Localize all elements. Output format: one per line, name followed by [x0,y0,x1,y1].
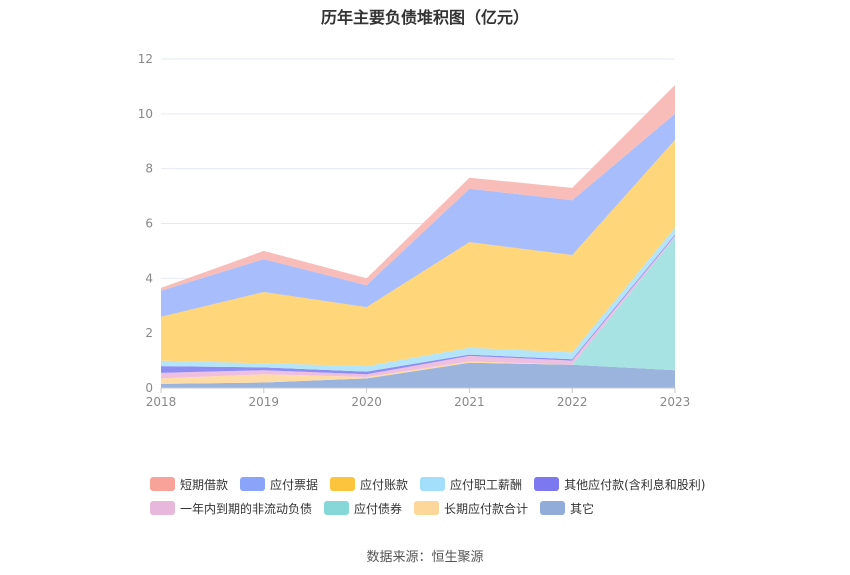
y-tick-label: 10 [138,107,153,121]
area-series-1 [161,361,675,384]
legend-swatch [324,501,350,515]
legend-swatch [420,477,446,491]
legend-item[interactable]: 短期借款 [150,476,228,493]
axes: 0 2 4 6 8 10 12 2018 2019 2020 2021 2022 2023 [138,52,691,409]
legend-swatch [150,477,175,491]
legend-label: 应付票据 [270,477,319,492]
y-tick-label: 0 [145,381,153,395]
y-tick-label: 6 [145,217,153,231]
area-series-8 [161,85,675,291]
legend-item[interactable]: 应付债券 [324,500,402,517]
legend: 短期借款 应付票据 应付账款 应付职工薪酬 其他应付款(含利息和股利) 一年内到期的非流… [150,472,750,520]
y-tick-label: 12 [138,52,153,66]
legend-row-1: 短期借款 应付票据 应付账款 应付职工薪酬 其他应付款(含利息和股利) [150,472,750,496]
legend-swatch [150,501,175,515]
area-series-2 [161,237,675,379]
legend-swatch [534,477,560,491]
legend-label: 一年内到期的非流动负债 [180,501,313,516]
area-series [161,85,675,388]
x-tick-label: 2023 [660,395,691,409]
chart-title: 历年主要负债堆积图（亿元） [320,8,529,27]
legend-swatch [240,477,266,491]
legend-item[interactable]: 其它 [540,500,594,517]
x-tick-label: 2019 [249,395,280,409]
legend-swatch [414,501,440,515]
legend-label: 长期应付款合计 [444,501,529,516]
data-source-note: 数据来源：恒生聚源 [366,550,484,565]
legend-swatch [540,501,566,515]
area-series-6 [161,139,675,367]
y-tick-label: 4 [145,271,153,285]
x-tick-label: 2021 [454,395,485,409]
area-series-7 [161,113,675,317]
x-tick-label: 2022 [557,395,588,409]
legend-item[interactable]: 应付职工薪酬 [420,476,522,493]
legend-label: 应付债券 [354,501,403,516]
legend-item[interactable]: 应付票据 [240,476,318,493]
x-tick-label: 2018 [146,395,177,409]
legend-row-2: 一年内到期的非流动负债 应付债券 长期应付款合计 其它 [150,496,750,520]
legend-item[interactable]: 应付账款 [330,476,408,493]
y-tick-label: 8 [145,162,153,176]
legend-label: 应付职工薪酬 [450,477,523,492]
legend-item[interactable]: 其他应付款(含利息和股利) [534,476,705,493]
x-tick-label: 2020 [351,395,382,409]
y-tick-label: 2 [145,326,153,340]
area-series-0 [161,362,675,388]
legend-item[interactable]: 长期应付款合计 [414,500,528,517]
legend-label: 应付账款 [360,477,409,492]
legend-item[interactable]: 一年内到期的非流动负债 [150,500,312,517]
legend-swatch [330,477,356,491]
legend-label: 短期借款 [180,477,229,492]
legend-label: 其它 [570,501,595,516]
legend-label: 其他应付款(含利息和股利) [564,477,706,492]
